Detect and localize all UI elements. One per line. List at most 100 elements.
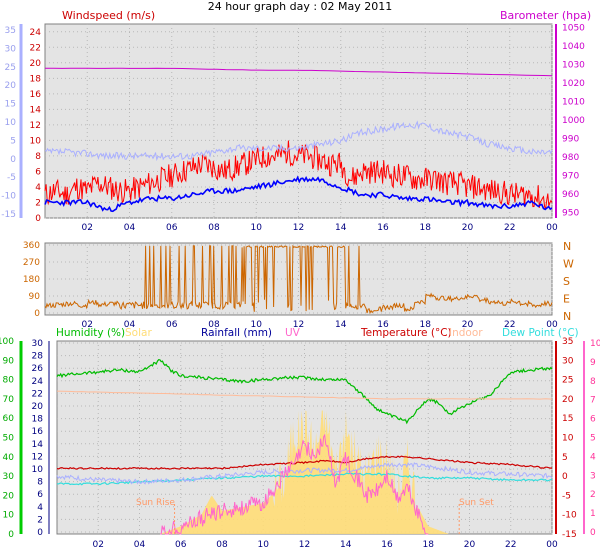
direction-tick: 90 (29, 292, 41, 302)
rainfall-tick: 30 (32, 339, 44, 349)
barometer-tick: 970 (562, 172, 579, 182)
uv-tick: 1 (590, 509, 596, 519)
uv-tick: 7 (590, 396, 596, 406)
temperature-tick: -10 (562, 511, 577, 521)
time-tick: 14 (335, 320, 347, 330)
compass-label: S (563, 275, 570, 288)
time-tick: 14 (340, 540, 352, 550)
rainfall-tick: 22 (32, 389, 43, 399)
legend-entry: Rainfall (mm) (201, 327, 272, 339)
uv-tick: 8 (590, 377, 596, 387)
windspeed-outer-tick: 15 (5, 100, 16, 110)
barometer-tick: 1010 (562, 98, 585, 108)
series-rainfall_lilac (56, 462, 553, 485)
time-tick: 22 (505, 540, 516, 550)
barometer-tick: 1030 (562, 61, 585, 71)
rainfall-tick: 14 (32, 440, 44, 450)
environment-legend: Humidity (%) Solar Rainfall (mm) UV Temperat… (56, 327, 579, 339)
environment-grid (57, 341, 553, 534)
time-tick: 00 (546, 320, 558, 330)
humidity-tick: 70 (3, 395, 15, 405)
sun-rise-annotation: Sun Rise (136, 498, 175, 508)
windspeed-tick: 10 (30, 136, 42, 146)
rainfall-tick: 4 (37, 503, 43, 513)
direction-x-ticks: 02 04 06 08 10 12 14 16 18 20 22 00 (82, 320, 558, 330)
humidity-tick: 50 (3, 434, 15, 444)
wind-lines (44, 67, 553, 213)
humidity-tick: 90 (3, 356, 15, 366)
time-tick: 14 (335, 223, 347, 233)
time-tick: 20 (464, 540, 476, 550)
rainfall-tick: 20 (32, 402, 44, 412)
series-windspeed_lilac (44, 120, 553, 162)
time-tick: 18 (423, 540, 435, 550)
humidity-tick: 20 (3, 491, 15, 501)
windspeed-tick: 4 (35, 183, 41, 193)
series-indoor (56, 390, 553, 400)
windspeed-tick: 16 (30, 90, 42, 100)
direction-lines (44, 244, 553, 315)
rainfall-tick: 18 (32, 415, 44, 425)
windspeed-tick: 20 (30, 59, 42, 69)
barometer-tick: 1040 (562, 42, 585, 52)
uv-tick: 9 (590, 358, 596, 368)
uv-tick: 10 (590, 339, 600, 349)
time-tick: 10 (251, 223, 263, 233)
time-tick: 08 (216, 540, 228, 550)
time-tick: 08 (208, 320, 220, 330)
series-temperature (56, 455, 553, 470)
windspeed-tick: 8 (35, 152, 41, 162)
uv-tick: 0 (590, 528, 596, 538)
rainfall-tick: 0 (37, 528, 43, 538)
direction-tick: 360 (23, 241, 40, 251)
temperature-tick: 15 (562, 414, 573, 424)
wind-ticks: 24222018161412108642035302520151050-5-10… (1, 24, 585, 224)
direction-tick: 270 (23, 258, 40, 268)
time-tick: 18 (420, 223, 432, 233)
time-tick: 06 (175, 540, 187, 550)
rainfall-tick: 24 (32, 377, 44, 387)
time-tick: 20 (462, 223, 474, 233)
humidity-tick: 40 (3, 453, 15, 463)
barometer-tick: 950 (562, 208, 579, 218)
environment-x-ticks: 02 04 06 08 10 12 14 16 18 20 22 00 (93, 540, 558, 550)
rainfall-tick: 16 (32, 427, 44, 437)
series-uv (160, 433, 429, 536)
environment-lines (56, 359, 553, 536)
time-tick: 06 (166, 320, 178, 330)
humidity-tick: 100 (0, 337, 14, 347)
temperature-tick: 5 (562, 453, 568, 463)
compass-label: W (563, 258, 574, 271)
series-humidity (56, 359, 553, 425)
barometer-tick: 1000 (562, 116, 585, 126)
windspeed-tick: 14 (30, 105, 42, 115)
windspeed-outer-tick: 5 (10, 136, 16, 146)
uv-tick: 4 (590, 452, 596, 462)
uv-tick: 2 (590, 490, 596, 500)
humidity-tick: 0 (8, 530, 14, 540)
time-tick: 16 (381, 540, 393, 550)
rainfall-tick: 26 (32, 364, 44, 374)
direction-tick: 180 (23, 275, 40, 285)
temperature-tick: 20 (562, 395, 574, 405)
humidity-tick: 60 (3, 414, 15, 424)
windspeed-tick: 2 (35, 198, 41, 208)
windspeed-tick: 18 (30, 74, 42, 84)
windspeed-outer-tick: 25 (5, 63, 16, 73)
series-gust (44, 140, 553, 210)
windspeed-outer-tick: 30 (5, 44, 17, 54)
time-tick: 04 (124, 223, 136, 233)
legend-entry: Temperature (°C) (360, 327, 452, 339)
barometer-tick: 1050 (562, 24, 585, 34)
temperature-tick: -15 (562, 530, 577, 540)
barometer-tick: 960 (562, 190, 579, 200)
time-tick: 04 (134, 540, 146, 550)
time-tick: 18 (420, 320, 432, 330)
series-barometer (45, 67, 553, 77)
humidity-tick: 80 (3, 376, 15, 386)
environment-ticks: 1009080706050403020100302826242220181614… (0, 337, 600, 540)
windspeed-tick: 24 (30, 28, 42, 38)
barometer-tick: 980 (562, 153, 579, 163)
time-tick: 02 (82, 320, 93, 330)
